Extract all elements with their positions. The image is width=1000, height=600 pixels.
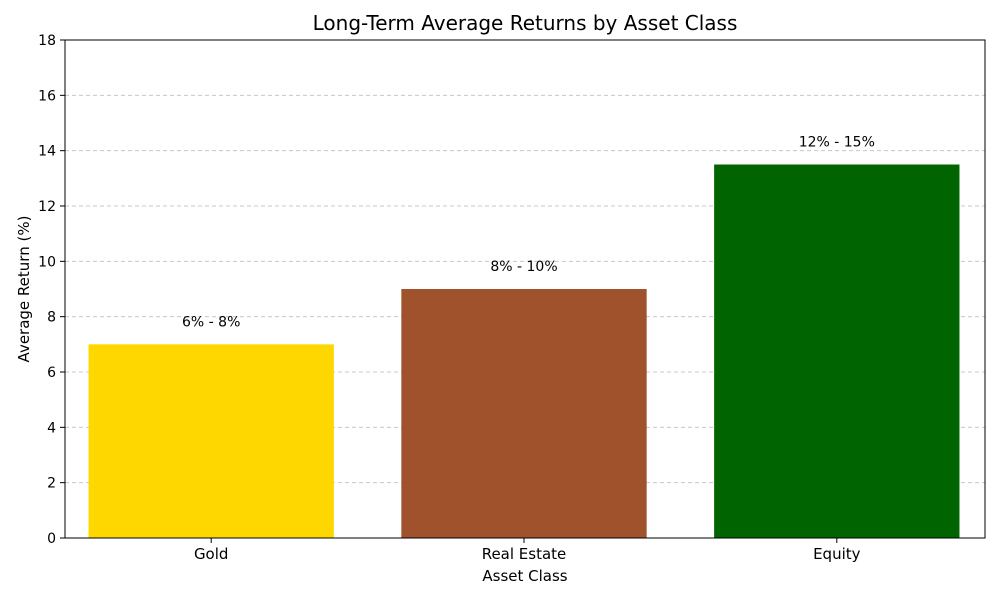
y-tick-label: 10 [38,254,56,270]
x-tick-label: Gold [194,545,229,563]
y-tick-label: 18 [38,33,56,49]
y-tick-label: 0 [47,531,56,547]
y-tick-label: 16 [38,88,56,104]
y-tick-label: 6 [47,365,56,381]
x-tick-label: Equity [813,545,861,563]
x-axis-label: Asset Class [482,567,567,585]
bars-layer [88,164,960,538]
y-tick-label: 12 [38,199,56,215]
x-tick-label: Real Estate [482,545,567,563]
data-label: 12% - 15% [799,135,875,151]
plot-frame [64,39,986,539]
bar-equity [714,164,960,538]
y-tick-label: 14 [38,144,56,160]
bar-real-estate [401,289,647,538]
data-label: 8% - 10% [490,259,557,275]
y-tick-label: 4 [47,420,56,436]
y-tick-label: 8 [47,310,56,326]
data-labels-layer: 6% - 8% 8% - 10% 12% - 15% [182,135,875,331]
axes-layer: 0 2 4 6 8 10 12 14 16 18 Gold Real Estate Equity [38,33,986,563]
data-label: 6% - 8% [182,314,240,330]
y-tick-label: 2 [47,476,56,492]
y-axis-label: Average Return (%) [15,216,33,363]
bar-gold [88,344,334,538]
chart-title: Long-Term Average Returns by Asset Class [313,11,738,35]
